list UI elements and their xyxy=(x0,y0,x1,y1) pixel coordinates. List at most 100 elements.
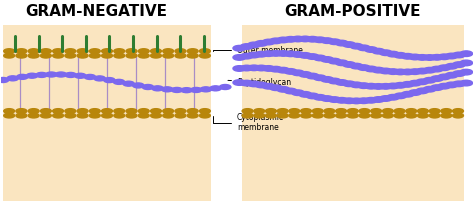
Bar xyxy=(188,111,197,115)
Bar xyxy=(407,111,416,115)
Circle shape xyxy=(247,81,260,87)
Bar xyxy=(5,51,14,56)
Circle shape xyxy=(416,88,428,94)
Circle shape xyxy=(65,109,76,113)
Circle shape xyxy=(126,113,137,118)
Circle shape xyxy=(460,69,473,75)
Circle shape xyxy=(142,84,154,89)
Circle shape xyxy=(406,113,417,118)
Circle shape xyxy=(313,95,326,100)
Circle shape xyxy=(284,88,297,94)
Circle shape xyxy=(28,49,39,53)
Circle shape xyxy=(163,109,173,113)
Circle shape xyxy=(200,109,210,113)
Circle shape xyxy=(321,38,334,43)
Circle shape xyxy=(365,47,377,52)
Circle shape xyxy=(387,51,400,57)
Circle shape xyxy=(430,76,443,81)
Circle shape xyxy=(65,113,76,118)
Circle shape xyxy=(126,49,137,53)
Circle shape xyxy=(336,109,346,113)
Circle shape xyxy=(4,113,15,118)
Circle shape xyxy=(429,109,440,113)
Circle shape xyxy=(270,51,283,56)
Circle shape xyxy=(347,113,358,118)
Bar xyxy=(29,51,38,56)
Circle shape xyxy=(372,48,385,54)
Circle shape xyxy=(423,77,436,83)
Circle shape xyxy=(247,52,260,58)
Circle shape xyxy=(460,60,473,66)
Circle shape xyxy=(16,113,27,118)
Bar xyxy=(29,111,38,115)
Text: Outer membrane: Outer membrane xyxy=(213,46,303,55)
Circle shape xyxy=(84,74,96,79)
Circle shape xyxy=(126,53,137,58)
Circle shape xyxy=(187,49,198,53)
Circle shape xyxy=(372,84,385,89)
Circle shape xyxy=(321,57,334,62)
Circle shape xyxy=(387,94,400,100)
Circle shape xyxy=(270,38,283,44)
Circle shape xyxy=(328,58,341,64)
Circle shape xyxy=(17,74,28,79)
Circle shape xyxy=(343,81,356,87)
Bar xyxy=(301,111,310,115)
Circle shape xyxy=(292,90,304,95)
Circle shape xyxy=(233,55,246,60)
Circle shape xyxy=(242,109,253,113)
Bar xyxy=(188,51,197,56)
Circle shape xyxy=(289,109,300,113)
Circle shape xyxy=(365,66,377,72)
Circle shape xyxy=(299,36,311,42)
Bar xyxy=(139,51,148,56)
Circle shape xyxy=(233,80,246,85)
Circle shape xyxy=(324,109,335,113)
Circle shape xyxy=(262,39,275,45)
Bar xyxy=(54,111,63,115)
Bar xyxy=(66,51,75,56)
Circle shape xyxy=(90,109,100,113)
Circle shape xyxy=(313,75,326,80)
Text: Peptidoglycan: Peptidoglycan xyxy=(228,78,291,87)
Circle shape xyxy=(357,65,370,70)
Circle shape xyxy=(423,67,436,73)
Circle shape xyxy=(16,49,27,53)
Circle shape xyxy=(383,109,393,113)
Circle shape xyxy=(101,49,112,53)
Circle shape xyxy=(200,113,210,118)
Bar xyxy=(78,51,87,56)
Circle shape xyxy=(4,109,15,113)
Circle shape xyxy=(438,54,451,59)
Circle shape xyxy=(365,98,377,103)
Circle shape xyxy=(40,49,51,53)
Bar xyxy=(313,111,322,115)
Circle shape xyxy=(306,54,319,59)
Circle shape xyxy=(138,113,149,118)
Bar xyxy=(102,111,112,115)
Circle shape xyxy=(240,44,253,49)
Circle shape xyxy=(379,96,392,101)
Circle shape xyxy=(187,53,198,58)
Circle shape xyxy=(277,87,290,92)
Circle shape xyxy=(28,53,39,58)
Circle shape xyxy=(445,82,458,88)
Circle shape xyxy=(74,73,86,78)
Circle shape xyxy=(379,68,392,74)
Circle shape xyxy=(460,51,473,56)
Circle shape xyxy=(277,51,290,56)
Circle shape xyxy=(445,53,458,59)
Bar xyxy=(454,111,463,115)
Bar xyxy=(127,51,136,56)
Circle shape xyxy=(379,50,392,56)
Circle shape xyxy=(126,109,137,113)
Circle shape xyxy=(77,53,88,58)
Circle shape xyxy=(371,113,382,118)
Circle shape xyxy=(53,49,64,53)
Circle shape xyxy=(350,63,363,69)
Circle shape xyxy=(357,83,370,88)
Circle shape xyxy=(65,49,76,53)
Circle shape xyxy=(312,113,323,118)
Circle shape xyxy=(254,113,264,118)
Bar xyxy=(337,111,346,115)
